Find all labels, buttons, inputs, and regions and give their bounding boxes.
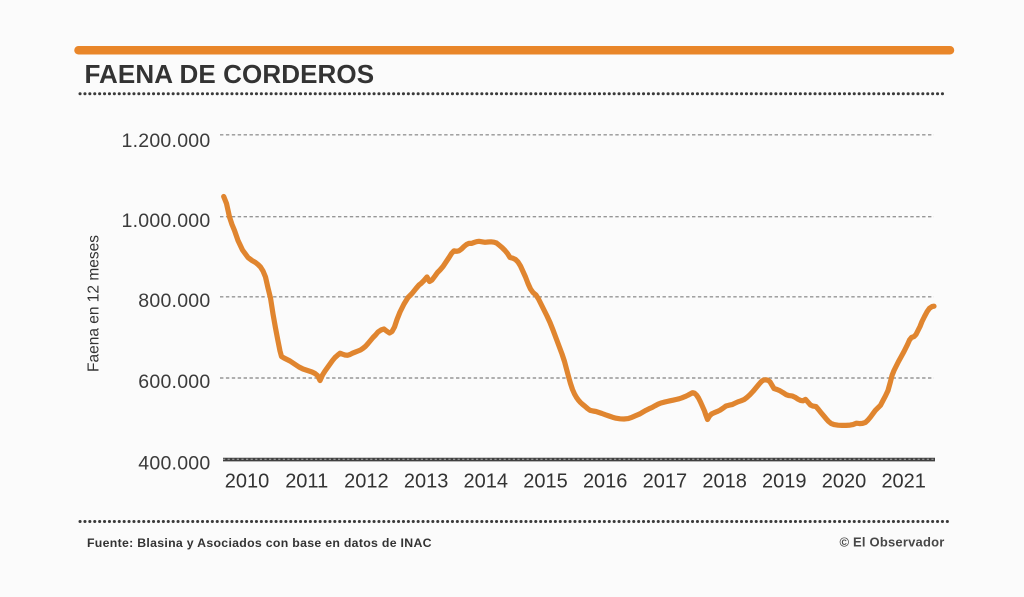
svg-text:2018: 2018 xyxy=(702,470,747,492)
svg-text:600.000: 600.000 xyxy=(138,371,210,393)
svg-text:FAENA DE CORDEROS: FAENA DE CORDEROS xyxy=(85,59,375,89)
svg-text:2012: 2012 xyxy=(344,470,389,492)
svg-text:400.000: 400.000 xyxy=(138,453,210,475)
svg-text:2015: 2015 xyxy=(523,470,568,492)
svg-text:1.000.000: 1.000.000 xyxy=(121,210,210,232)
svg-text:2019: 2019 xyxy=(762,470,807,492)
svg-text:© El Observador: © El Observador xyxy=(839,535,944,550)
svg-text:2011: 2011 xyxy=(285,470,328,492)
svg-text:1.200.000: 1.200.000 xyxy=(121,130,210,152)
svg-text:2020: 2020 xyxy=(822,470,867,492)
svg-text:2010: 2010 xyxy=(225,470,270,492)
svg-text:2017: 2017 xyxy=(643,470,688,492)
svg-text:2014: 2014 xyxy=(464,470,509,492)
svg-text:2013: 2013 xyxy=(404,470,449,492)
svg-text:Fuente: Blasina y Asociados co: Fuente: Blasina y Asociados con base en … xyxy=(87,536,432,550)
svg-text:Faena en 12 meses: Faena en 12 meses xyxy=(86,235,103,372)
svg-text:2016: 2016 xyxy=(583,470,628,492)
svg-text:800.000: 800.000 xyxy=(138,290,210,312)
svg-text:2021: 2021 xyxy=(881,470,926,492)
